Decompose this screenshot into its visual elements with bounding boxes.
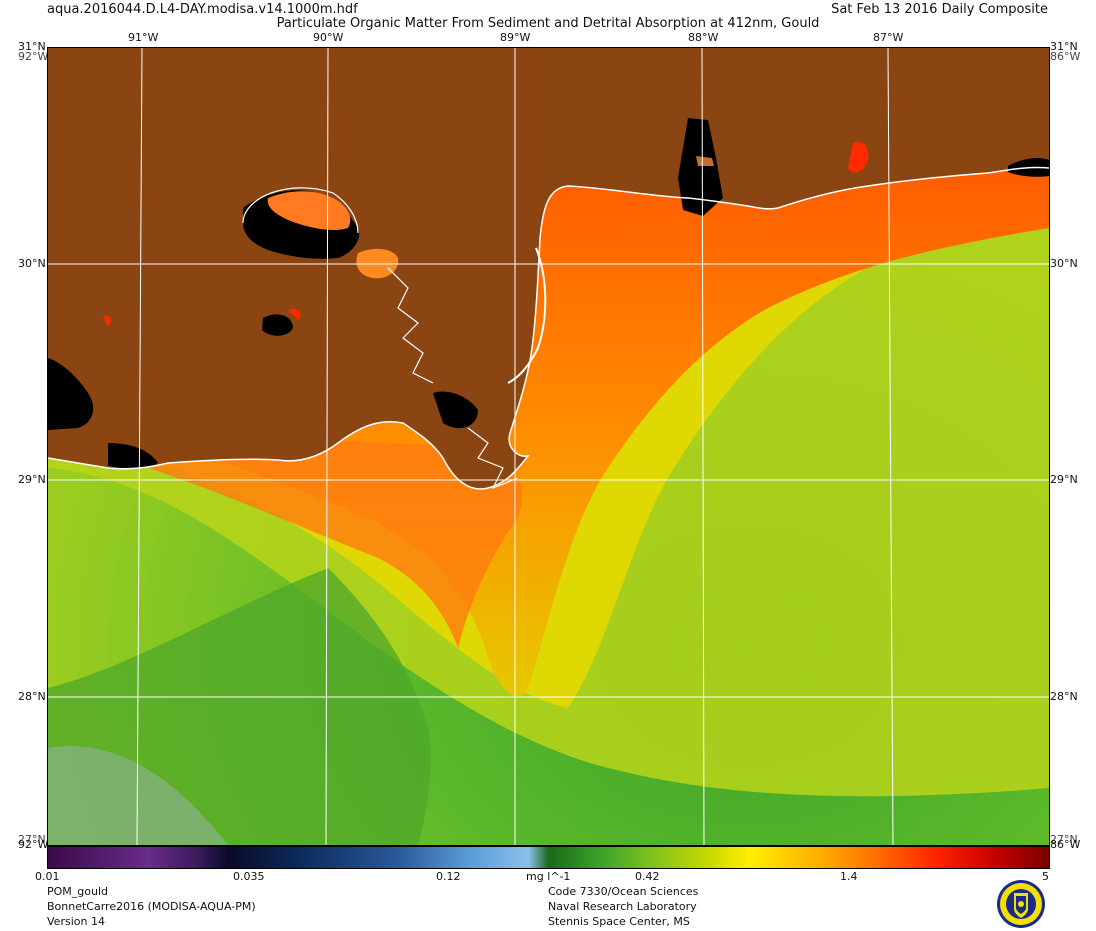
corner-lon-top-right: 86°W	[1050, 50, 1081, 63]
ocean-gray-noise	[48, 746, 228, 845]
version-label: Version 14	[47, 915, 105, 928]
coastal-nodata-marsh	[108, 443, 158, 469]
lat-label-29n-left: 29°N	[18, 473, 46, 486]
lon-label-87w: 87°W	[873, 31, 904, 44]
coastline	[48, 166, 1049, 490]
lon-line-91w	[136, 48, 143, 845]
mississippi-plume	[48, 428, 522, 648]
lat-label-30n-right: 30°N	[1050, 257, 1078, 270]
corner-lat-top-left: 31°N	[18, 40, 46, 53]
map-title: Particulate Organic Matter From Sediment…	[276, 16, 820, 31]
mobile-bay-nodata	[678, 118, 723, 216]
corner-lon-bottom-left: 92°W	[18, 838, 49, 851]
file-name: aqua.2016044.D.L4-DAY.modisa.v14.1000m.h…	[47, 2, 358, 17]
coastal-nodata-west	[48, 358, 94, 430]
lake-shoreline	[242, 187, 359, 234]
perdido-bay	[848, 141, 869, 173]
corner-lon-bottom-right: 86°W	[1050, 838, 1081, 851]
mobile-bay-strip	[696, 156, 714, 166]
product-name: POM_gould	[47, 885, 109, 898]
region-name: BonnetCarre2016 (MODISA-AQUA-PM)	[47, 900, 256, 913]
lon-line-87w	[887, 48, 894, 845]
corner-lat-bottom-right: 27°N	[1050, 833, 1078, 846]
corner-lat-bottom-left: 27°N	[18, 833, 46, 846]
lon-label-89w: 89°W	[500, 31, 531, 44]
org-code: Code 7330/Ocean Sciences	[548, 885, 699, 898]
chandeleur-islands	[507, 247, 547, 384]
lon-label-88w: 88°W	[688, 31, 719, 44]
colorbar-unit: mg l^-1	[526, 870, 571, 883]
corner-lat-top-right: 31°N	[1050, 40, 1078, 53]
land	[48, 48, 1049, 489]
lake-pontchartrain	[267, 191, 351, 231]
colorbar-tick-0-12: 0.12	[436, 870, 461, 883]
lon-line-90w	[325, 48, 329, 845]
lat-label-29n-right: 29°N	[1050, 473, 1078, 486]
corner-lon-top-left: 92°W	[18, 50, 49, 63]
bird-foot-delta	[467, 427, 519, 490]
lon-label-91w: 91°W	[128, 31, 159, 44]
inland-red-spot-west	[103, 315, 111, 326]
colorbar-tick-5: 5	[1042, 870, 1049, 883]
org-name: Naval Research Laboratory	[548, 900, 697, 913]
colorbar-tick-0-01: 0.01	[35, 870, 60, 883]
delta-nodata	[433, 391, 478, 429]
concentration-map	[48, 48, 1049, 845]
colorbar	[47, 846, 1050, 869]
colorbar-tick-0-035: 0.035	[233, 870, 265, 883]
inland-lake-nodata	[262, 314, 293, 336]
lon-line-88w	[701, 48, 705, 845]
delta-marsh-edge	[387, 267, 434, 384]
org-location: Stennis Space Center, MS	[548, 915, 690, 928]
lon-label-90w: 90°W	[313, 31, 344, 44]
nrl-emblem	[997, 880, 1045, 928]
lat-label-28n-right: 28°N	[1050, 690, 1078, 703]
lat-label-28n-left: 28°N	[18, 690, 46, 703]
inland-red-spot	[288, 308, 301, 320]
composite-date: Sat Feb 13 2016 Daily Composite	[831, 2, 1048, 17]
map-panel	[47, 47, 1050, 846]
lat-label-30n-left: 30°N	[18, 257, 46, 270]
colorbar-tick-0-42: 0.42	[635, 870, 660, 883]
colorbar-tick-1-4: 1.4	[840, 870, 858, 883]
